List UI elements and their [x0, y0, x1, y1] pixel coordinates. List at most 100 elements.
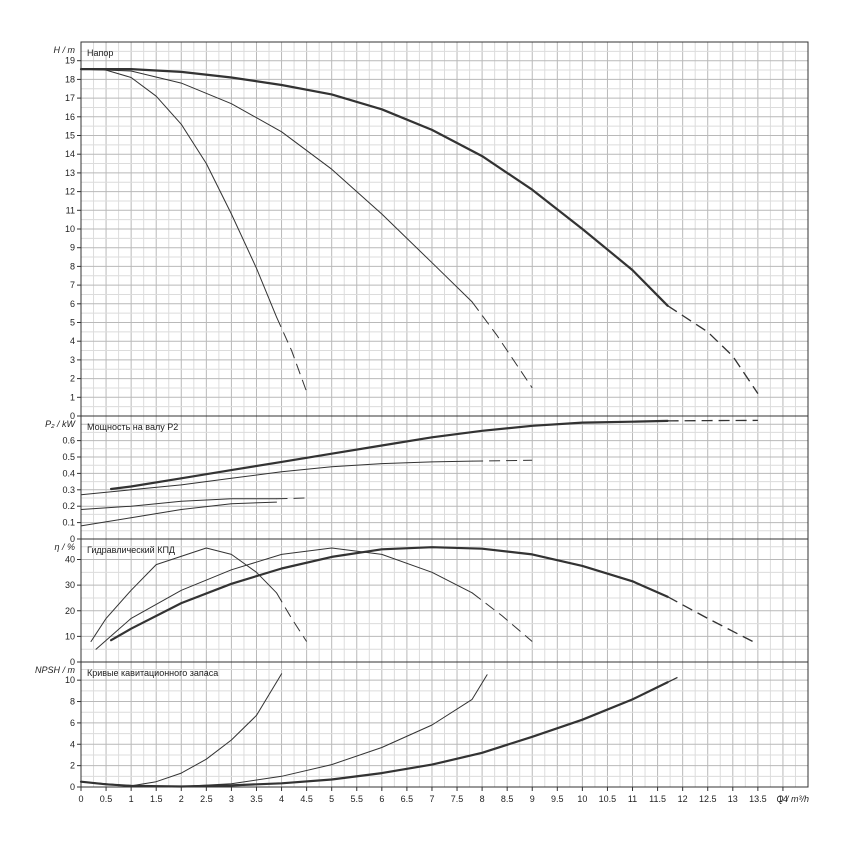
- curve-head-2: [80, 68, 277, 318]
- curve-dashed-head-0: [667, 305, 759, 394]
- curve-dashed-head-1: [471, 301, 533, 389]
- panel-title: Мощность на валу P2: [87, 422, 178, 432]
- y-tick-label: 2: [70, 761, 75, 771]
- y-tick-label: 0.2: [62, 501, 75, 511]
- y-tick-label: 6: [70, 718, 75, 728]
- y-tick-label: 1: [70, 392, 75, 402]
- y-axis-label: H / m: [54, 45, 76, 55]
- x-tick-label: 7: [429, 794, 434, 804]
- curve-efficiency-2: [90, 547, 277, 642]
- y-tick-label: 8: [70, 697, 75, 707]
- x-tick-label: 11.5: [649, 794, 666, 804]
- y-tick-label: 8: [70, 261, 75, 271]
- x-tick-label: 6: [379, 794, 384, 804]
- y-tick-label: 0: [70, 411, 75, 421]
- x-tick-label: 9.5: [551, 794, 564, 804]
- x-tick-label: 13: [728, 794, 738, 804]
- y-tick-label: 40: [65, 555, 75, 565]
- y-tick-label: 0: [70, 782, 75, 792]
- panel-title: Гидравлический КПД: [87, 545, 175, 555]
- x-tick-label: 5.5: [351, 794, 364, 804]
- y-tick-label: 13: [65, 168, 75, 178]
- curve-dashed-npsh-0: [667, 674, 683, 683]
- x-tick-label: 13.5: [749, 794, 767, 804]
- y-tick-label: 0: [70, 657, 75, 667]
- y-tick-label: 15: [65, 131, 75, 141]
- x-tick-label: 9: [530, 794, 535, 804]
- x-axis-label: Q / m³/h: [776, 794, 809, 804]
- y-tick-label: 4: [70, 739, 75, 749]
- x-tick-label: 4: [279, 794, 284, 804]
- x-tick-label: 10: [577, 794, 587, 804]
- curve-head-1: [80, 68, 473, 303]
- y-tick-label: 12: [65, 187, 75, 197]
- x-tick-label: 6.5: [401, 794, 414, 804]
- y-tick-label: 0.3: [62, 485, 75, 495]
- curve-dashed-efficiency-0: [667, 596, 759, 645]
- curve-efficiency-1: [95, 547, 473, 650]
- panel-frame: [80, 661, 809, 788]
- y-tick-label: 4: [70, 336, 75, 346]
- curve-dashed-power-2: [276, 497, 307, 500]
- y-tick-label: 6: [70, 299, 75, 309]
- x-tick-label: 2.5: [200, 794, 213, 804]
- y-tick-label: 7: [70, 280, 75, 290]
- x-tick-label: 8.5: [501, 794, 514, 804]
- y-tick-label: 10: [65, 224, 75, 234]
- x-tick-label: 10.5: [599, 794, 617, 804]
- y-tick-label: 11: [66, 205, 75, 215]
- x-tick-label: 3.5: [250, 794, 263, 804]
- x-tick-label: 14: [778, 794, 788, 804]
- x-tick-label: 1: [129, 794, 134, 804]
- y-tick-label: 0.4: [62, 468, 75, 478]
- curve-power-3: [80, 501, 277, 527]
- x-tick-label: 2: [179, 794, 184, 804]
- curve-dashed-efficiency-2: [276, 592, 308, 642]
- y-tick-label: 2: [70, 374, 75, 384]
- curve-npsh-1: [80, 674, 488, 787]
- y-tick-label: 9: [70, 243, 75, 253]
- x-tick-label: 7.5: [451, 794, 464, 804]
- y-tick-label: 5: [70, 318, 75, 328]
- curve-dashed-efficiency-1: [471, 592, 533, 642]
- x-tick-label: 0.5: [100, 794, 113, 804]
- curve-efficiency-0: [110, 546, 669, 642]
- curve-dashed-power-0: [667, 419, 758, 422]
- x-tick-label: 8: [480, 794, 485, 804]
- y-tick-label: 3: [70, 355, 75, 365]
- curve-head-0: [79, 68, 669, 307]
- x-tick-label: 0: [78, 794, 83, 804]
- y-tick-label: 17: [65, 93, 75, 103]
- curve-dashed-head-2: [276, 316, 308, 392]
- panel-title: Кривые кавитационного запаса: [87, 668, 218, 678]
- y-tick-label: 10: [65, 675, 75, 685]
- y-tick-label: 0.6: [62, 436, 75, 446]
- y-axis-label: P₂ / kW: [45, 419, 76, 429]
- x-tick-label: 1.5: [150, 794, 163, 804]
- curve-power-2: [80, 498, 277, 510]
- y-tick-label: 18: [65, 74, 75, 84]
- x-tick-label: 12.5: [699, 794, 717, 804]
- y-axis-label: NPSH / m: [35, 665, 76, 675]
- curve-dashed-power-1: [472, 459, 533, 462]
- y-tick-label: 10: [65, 631, 75, 641]
- x-tick-label: 5: [329, 794, 334, 804]
- x-tick-label: 3: [229, 794, 234, 804]
- curve-power-1: [80, 460, 473, 496]
- y-axis-label: η / %: [54, 542, 75, 552]
- y-tick-label: 20: [65, 606, 75, 616]
- y-tick-label: 0.5: [62, 452, 75, 462]
- x-tick-label: 12: [678, 794, 688, 804]
- panel-title: Напор: [87, 48, 113, 58]
- x-tick-label: 4.5: [300, 794, 313, 804]
- x-tick-label: 11: [628, 794, 637, 804]
- curve-npsh-2: [80, 673, 283, 787]
- y-tick-label: 19: [65, 56, 75, 66]
- y-tick-label: 0.1: [62, 518, 75, 528]
- y-tick-label: 16: [65, 112, 75, 122]
- y-tick-label: 30: [65, 580, 75, 590]
- y-tick-label: 0: [70, 534, 75, 544]
- y-tick-label: 14: [65, 149, 75, 159]
